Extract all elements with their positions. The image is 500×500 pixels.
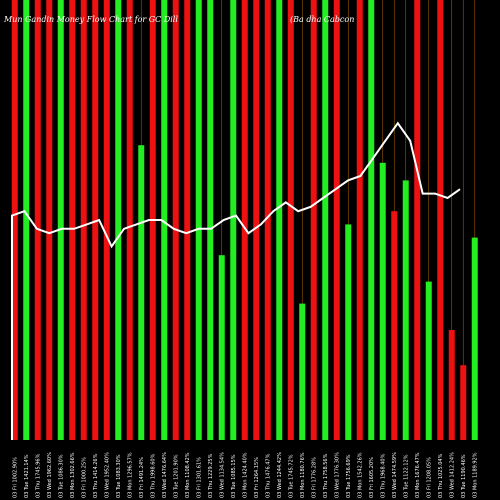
bar	[11, 0, 18, 440]
bar	[195, 0, 202, 440]
bar	[379, 162, 386, 441]
x-tick-label: 03 Tue 1122.12%	[403, 454, 409, 498]
x-tick-label: 03 Fri 1491.24%	[139, 457, 145, 498]
x-tick-label: 03 Thu 1025.04%	[438, 453, 444, 498]
x-tick-label: 03 Fri 1208.05%	[426, 457, 432, 498]
x-tick-label: 03 Fri 1605.20%	[369, 457, 375, 498]
x-tick-label: 03 Thu 1968.40%	[380, 453, 386, 498]
bar	[103, 0, 110, 440]
x-tick-label: 03 Wed 1412.24%	[449, 452, 455, 498]
bar	[402, 180, 409, 440]
bar	[184, 0, 191, 440]
x-tick-label: 03 Wed 1962.60%	[47, 452, 53, 498]
bar	[287, 0, 294, 440]
bar	[138, 145, 145, 440]
x-tick-label: 03 Fri 1776.28%	[311, 457, 317, 498]
bar	[448, 330, 455, 440]
x-tick-label: 03 Thu 1229.25%	[208, 453, 214, 498]
x-tick-label: 03 Mon 1302.66%	[70, 452, 76, 498]
x-tick-label: 03 Thu 1476.47%	[265, 453, 271, 498]
bar	[414, 0, 421, 440]
x-tick-label: 03 Wed 1134.54%	[219, 452, 225, 498]
x-tick-label: 03 Mon 1424.40%	[242, 452, 248, 498]
bar	[92, 0, 99, 440]
x-tick-label: 03 Fri 1301.61%	[196, 457, 202, 498]
x-tick-label: 03 Thu 1414.26%	[93, 453, 99, 498]
x-tick-label: 03 Tue 1086.30%	[58, 454, 64, 498]
x-tick-label: 03 Fri 1002.90%	[12, 457, 18, 498]
bar	[57, 0, 64, 440]
bar	[345, 224, 352, 440]
x-tick-label: 03 Wed 1952.40%	[104, 452, 110, 498]
x-tick-label: 03 Wed 1244.42%	[277, 452, 283, 498]
x-tick-label: 03 Mon 1108.42%	[185, 452, 191, 498]
x-tick-label: 03 Tue 1756.69%	[346, 454, 352, 498]
x-tick-label: 03 Thu 1745.96%	[35, 453, 41, 498]
x-tick-label: 03 Mon 1180.76%	[300, 452, 306, 498]
x-tick-label: 03 Tue 1190.46%	[461, 454, 467, 498]
bar	[356, 0, 363, 440]
chart-title-left: Mun Gandin Money Flow Chart for GC Dill	[3, 15, 178, 24]
bar	[46, 0, 53, 440]
x-tick-label: 03 Mon 1296.57%	[127, 452, 133, 498]
bar	[264, 0, 271, 440]
bar	[34, 0, 41, 440]
bar	[80, 0, 87, 440]
bar	[471, 237, 478, 440]
bar	[115, 0, 122, 440]
bar	[299, 303, 306, 440]
x-tick-label: 03 Wed 1476.64%	[162, 452, 168, 498]
x-tick-label: 03 Fri 1000.25%	[81, 457, 87, 498]
bar	[391, 211, 398, 440]
bar	[310, 0, 317, 440]
bar	[253, 0, 260, 440]
bar	[230, 0, 237, 440]
x-tick-label: 03 Tue 1745.72%	[288, 454, 294, 498]
x-tick-label: 03 Tue 1421.14%	[24, 454, 30, 498]
bar	[218, 255, 225, 440]
bar	[460, 365, 467, 440]
bar	[161, 0, 168, 440]
money-flow-line	[11, 121, 461, 440]
x-tick-label: 03 Thu 1758.56%	[323, 453, 329, 498]
bar	[276, 0, 283, 440]
x-tick-label: 03 Mon 1676.47%	[415, 452, 421, 498]
x-tick-label: 03 Tue 1083.30%	[116, 454, 122, 498]
x-tick-label: 03 Mon 1542.26%	[357, 452, 363, 498]
x-tick-label: 03 Tue 1085.15%	[231, 454, 237, 498]
bar	[425, 281, 432, 440]
chart-title-right: (Ba dha Cabcon	[290, 15, 354, 24]
bar	[69, 0, 76, 440]
bar	[333, 0, 340, 440]
bar	[437, 0, 444, 440]
bar-series	[11, 0, 478, 441]
x-tick-label: 03 Mon 1189.92%	[472, 452, 478, 498]
bar	[172, 0, 179, 440]
x-tick-label: 03 Thu 1998.60%	[150, 453, 156, 498]
bar	[207, 0, 214, 440]
x-tick-label: 03 Wed 1474.59%	[392, 452, 398, 498]
x-tick-label: 03 Wed 1776.30%	[334, 452, 340, 498]
x-tick-label: 03 Tue 1201.90%	[173, 454, 179, 498]
bar	[368, 0, 375, 440]
bar	[23, 0, 30, 440]
x-tick-label: 03 Fri 1264.15%	[254, 457, 260, 498]
x-tick-labels: 03 Fri 1002.90% 03 Tue 1421.14% 03 Thu 174…	[12, 452, 478, 498]
bar	[322, 0, 329, 440]
bar	[241, 0, 248, 440]
bar	[126, 0, 133, 440]
